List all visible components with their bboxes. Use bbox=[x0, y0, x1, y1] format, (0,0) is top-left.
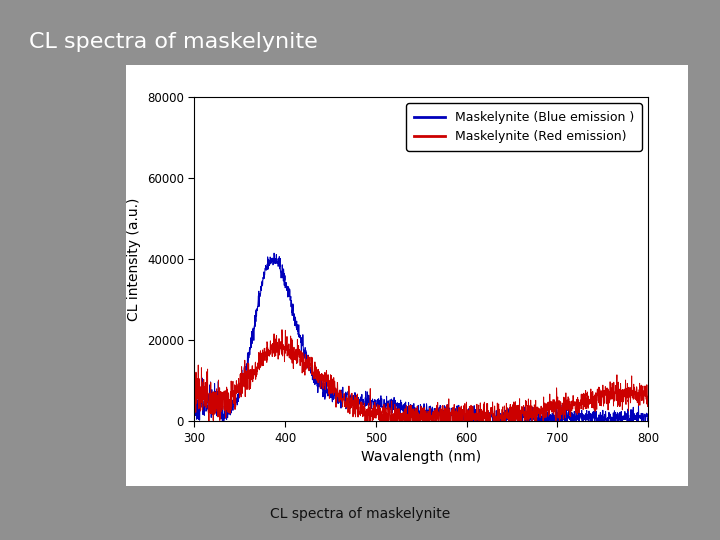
Maskelynite (Red emission) bbox=[190, 379, 199, 385]
Maskelynite  (Blue emission ) bbox=[270, 250, 279, 256]
Maskelynite  (Blue emission ) bbox=[548, 418, 557, 424]
Maskelynite (Red emission) bbox=[278, 327, 287, 333]
Legend: Maskelynite (Blue emission ), Maskelynite (Red emission): Maskelynite (Blue emission ), Maskelynit… bbox=[406, 104, 642, 151]
Maskelynite (Red emission) bbox=[399, 412, 408, 418]
Maskelynite (Red emission) bbox=[548, 409, 557, 415]
Maskelynite (Red emission) bbox=[213, 392, 222, 399]
Text: CL spectra of maskelynite: CL spectra of maskelynite bbox=[29, 32, 318, 52]
Maskelynite (Red emission) bbox=[411, 418, 420, 424]
Maskelynite (Red emission) bbox=[631, 396, 639, 402]
Maskelynite (Red emission) bbox=[644, 398, 652, 404]
Maskelynite  (Blue emission ) bbox=[213, 407, 222, 413]
Text: CL spectra of maskelynite: CL spectra of maskelynite bbox=[270, 507, 450, 521]
Maskelynite  (Blue emission ) bbox=[631, 414, 639, 420]
Maskelynite  (Blue emission ) bbox=[190, 403, 199, 409]
Maskelynite  (Blue emission ) bbox=[399, 402, 408, 408]
Maskelynite (Red emission) bbox=[631, 388, 639, 394]
Line: Maskelynite  (Blue emission ): Maskelynite (Blue emission ) bbox=[194, 253, 648, 421]
Maskelynite  (Blue emission ) bbox=[431, 418, 439, 424]
X-axis label: Wavalength (nm): Wavalength (nm) bbox=[361, 450, 481, 464]
Maskelynite (Red emission) bbox=[204, 418, 213, 424]
Y-axis label: CL intensity (a.u.): CL intensity (a.u.) bbox=[127, 198, 141, 321]
Maskelynite  (Blue emission ) bbox=[411, 410, 420, 417]
Line: Maskelynite (Red emission): Maskelynite (Red emission) bbox=[194, 330, 648, 421]
Maskelynite  (Blue emission ) bbox=[631, 416, 639, 423]
Maskelynite  (Blue emission ) bbox=[644, 418, 652, 424]
